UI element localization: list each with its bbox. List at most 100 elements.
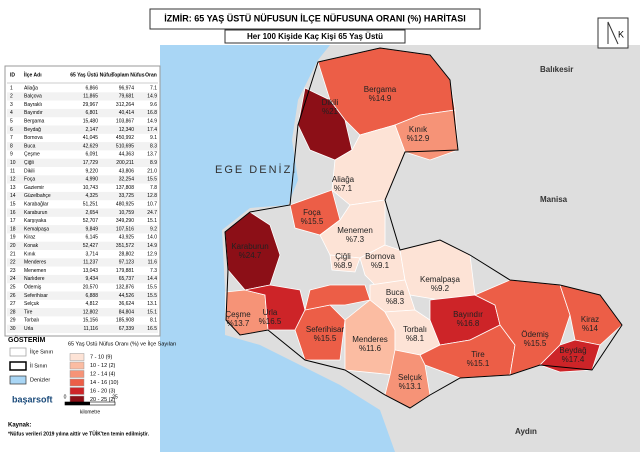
table-cell: Karşıyaka xyxy=(24,218,46,224)
svg-text:K: K xyxy=(618,29,624,39)
table-cell: Aliağa xyxy=(24,85,38,91)
district-name: Kınık xyxy=(409,125,428,134)
inner-districts xyxy=(304,284,371,311)
table-cell: Çeşme xyxy=(24,152,40,158)
table-cell: 10,759 xyxy=(119,210,135,216)
district-value: %15.5 xyxy=(301,217,324,226)
district-value: %7.3 xyxy=(346,235,365,244)
row-bg xyxy=(7,258,158,267)
row-bg xyxy=(7,208,158,217)
table-cell: 12,340 xyxy=(119,127,135,133)
class-label: 20 - 25 (2) xyxy=(90,397,116,403)
table-cell: 96,974 xyxy=(119,85,135,91)
table-cell: 6,091 xyxy=(85,152,98,158)
table-cell: Narlıdere xyxy=(24,276,45,282)
table-cell: 8 xyxy=(10,143,13,149)
legend-label: Denizler xyxy=(30,377,50,383)
table-cell: Selçuk xyxy=(24,301,40,307)
table-cell: 15.5 xyxy=(147,293,157,299)
table-cell: 7 xyxy=(10,135,13,141)
table-cell: 40,414 xyxy=(119,110,135,116)
table-cell: 84,804 xyxy=(119,309,135,315)
table-cell: 42,629 xyxy=(83,143,99,149)
district-value: %16.8 xyxy=(457,319,480,328)
table-cell: 349,290 xyxy=(116,218,134,224)
table-cell: Çiğli xyxy=(24,160,34,166)
row-bg xyxy=(7,225,158,234)
legend-label: İl Sınırı xyxy=(30,362,47,369)
table-cell: Seferihisar xyxy=(24,293,48,299)
table-cell: 26 xyxy=(10,293,16,299)
district-name: Buca xyxy=(386,288,405,297)
table-cell: 32,254 xyxy=(119,177,135,183)
table-cell: 18 xyxy=(10,226,16,232)
district-value: %14.9 xyxy=(369,94,392,103)
class-swatch xyxy=(69,361,85,370)
district-value: %8.9 xyxy=(334,261,353,270)
table-cell: 7.8 xyxy=(150,185,157,191)
table-cell: 14 xyxy=(10,193,16,199)
legend-swatch xyxy=(9,347,27,357)
table-cell: 21 xyxy=(10,251,16,257)
table-cell: 510,695 xyxy=(116,143,134,149)
table-cell: Kemalpaşa xyxy=(24,226,49,232)
table-cell: 4,812 xyxy=(85,301,98,307)
row-bg xyxy=(7,175,158,184)
table-cell: 2 xyxy=(10,94,13,100)
table-cell: 22 xyxy=(10,260,16,266)
table-cell: 7.3 xyxy=(150,268,157,274)
table-cell: 3,714 xyxy=(85,251,98,257)
legend-title: GÖSTERİM xyxy=(8,335,46,344)
district-name: Seferihisar xyxy=(306,325,345,334)
table-cell: 8.9 xyxy=(150,160,157,166)
district-name: Karaburun xyxy=(231,242,268,251)
district-value: %13.7 xyxy=(227,319,250,328)
table-cell: 29 xyxy=(10,318,16,324)
district-name: Çiğli xyxy=(335,252,351,261)
districts xyxy=(224,47,623,409)
class-swatch xyxy=(69,387,85,395)
district-name: Kiraz xyxy=(581,315,599,324)
table-cell: 17 xyxy=(10,218,16,224)
table-cell: 103,867 xyxy=(116,119,134,125)
district-value: %11.6 xyxy=(359,344,382,353)
district-name: Selçuk xyxy=(398,373,423,382)
table-cell: 21.0 xyxy=(147,168,157,174)
table-cell: 3 xyxy=(10,102,13,108)
scale-unit: kilometre xyxy=(80,409,101,415)
table-cell: 43,925 xyxy=(119,235,135,241)
row-bg xyxy=(7,274,158,284)
table-header: 65 Yaş Üstü Nüfus xyxy=(70,71,114,78)
district-value: %12.9 xyxy=(407,134,430,143)
table-cell: 200,211 xyxy=(116,160,134,166)
district-value: %14 xyxy=(582,324,599,333)
district-name: Ödemiş xyxy=(521,330,549,339)
table-cell: 8.3 xyxy=(150,143,157,149)
row-bg xyxy=(7,241,158,250)
table-cell: 7.1 xyxy=(150,85,157,91)
district-name: Bornova xyxy=(365,252,395,261)
table-cell: 28,802 xyxy=(119,251,135,257)
table-cell: 15.1 xyxy=(147,218,157,224)
table-cell: Balçova xyxy=(24,94,42,100)
table-cell: 15.1 xyxy=(147,309,157,315)
table-cell: Foça xyxy=(24,177,35,183)
table-cell: 29,967 xyxy=(83,102,99,108)
row-bg xyxy=(7,291,158,300)
table-cell: 9,220 xyxy=(85,168,98,174)
table-cell: 13.1 xyxy=(147,301,157,307)
table-cell: Konak xyxy=(24,243,39,249)
table-cell: 20,570 xyxy=(83,285,99,291)
province-border xyxy=(224,47,623,409)
table-cell: 15,156 xyxy=(83,318,99,324)
table-cell: 12.9 xyxy=(147,251,157,257)
table-cell: 24.7 xyxy=(147,210,157,216)
table-cell: 15.5 xyxy=(147,177,157,183)
class-label: 14 - 16 (10) xyxy=(90,380,119,386)
table-cell: 52,427 xyxy=(83,243,99,249)
table-cell: 480,925 xyxy=(116,202,134,208)
classes-title: 65 Yaş Üstü Nüfus Oranı (%) ve İlçe Sayı… xyxy=(68,340,176,347)
table-cell: 15 xyxy=(10,202,16,208)
table-cell: 351,572 xyxy=(116,243,134,249)
table-cell: 1 xyxy=(10,85,13,91)
